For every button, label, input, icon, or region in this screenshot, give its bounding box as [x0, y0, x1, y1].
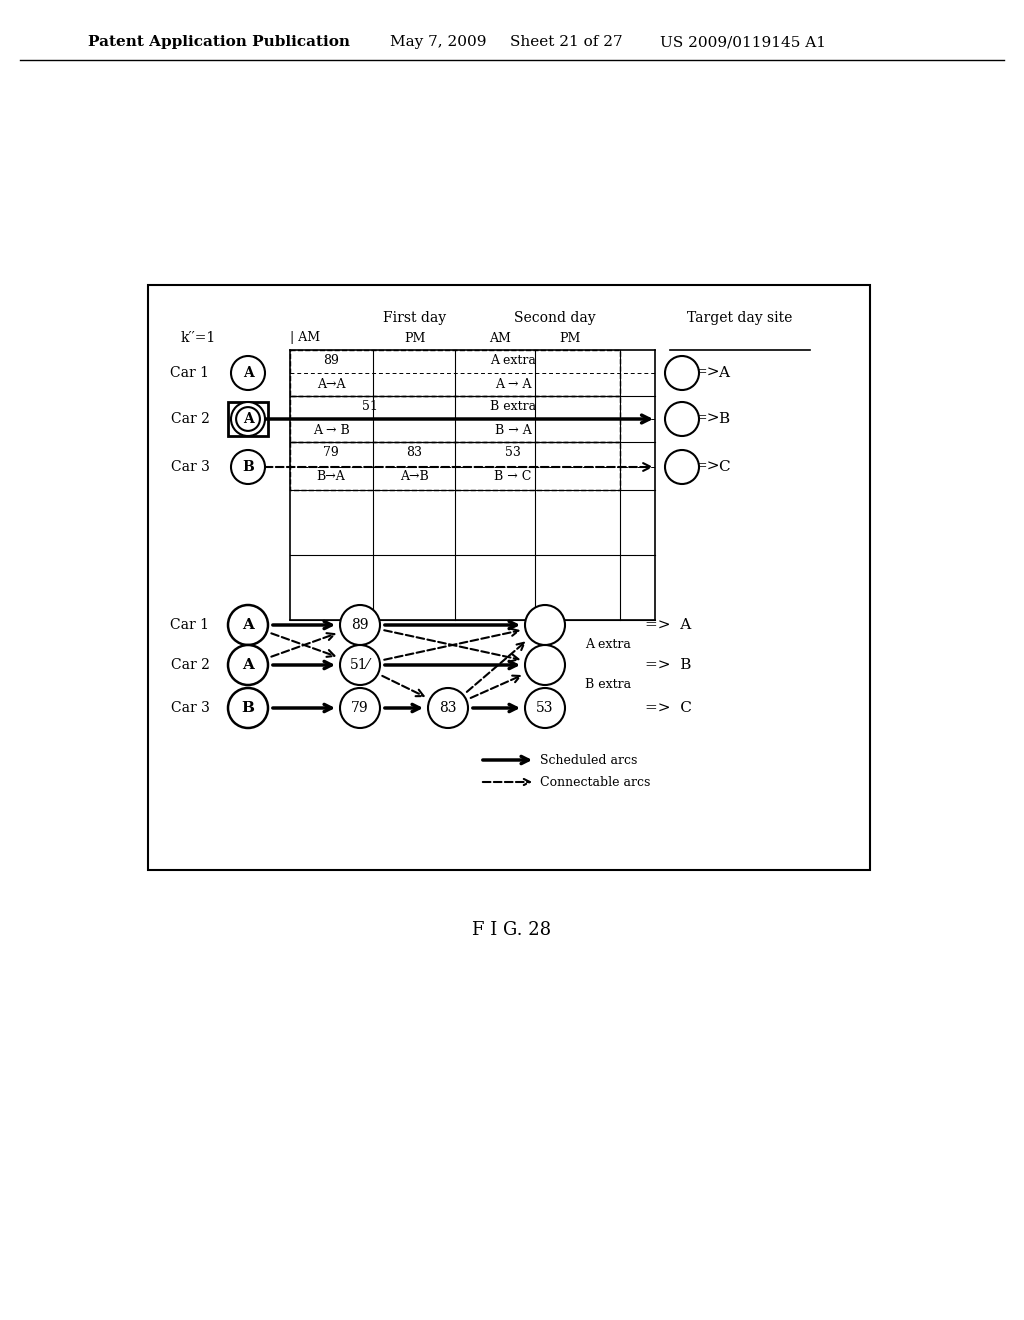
- Text: A → B: A → B: [312, 424, 349, 437]
- Text: B: B: [242, 459, 254, 474]
- Circle shape: [340, 688, 380, 729]
- Text: =>  A: => A: [645, 618, 691, 632]
- Text: Car 2: Car 2: [171, 412, 210, 426]
- Bar: [228, 403, 268, 436]
- Text: US 2009/0119145 A1: US 2009/0119145 A1: [660, 36, 826, 49]
- Circle shape: [231, 450, 265, 484]
- Text: C: C: [718, 459, 730, 474]
- Circle shape: [340, 605, 380, 645]
- Circle shape: [231, 403, 265, 436]
- Circle shape: [228, 688, 268, 729]
- Text: F I G. 28: F I G. 28: [472, 921, 552, 939]
- Text: | AM: | AM: [290, 331, 321, 345]
- Text: k′′=1: k′′=1: [180, 331, 216, 345]
- Bar: [148, 285, 870, 870]
- Text: 89: 89: [323, 354, 339, 367]
- Circle shape: [228, 645, 268, 685]
- Circle shape: [525, 688, 565, 729]
- Text: B: B: [719, 412, 729, 426]
- Text: =>: =>: [694, 366, 720, 380]
- Text: A extra: A extra: [490, 354, 536, 367]
- Text: Second day: Second day: [514, 312, 596, 325]
- Text: 51⁄: 51⁄: [350, 657, 370, 672]
- Text: AM: AM: [489, 331, 511, 345]
- Text: Connectable arcs: Connectable arcs: [540, 776, 650, 788]
- Circle shape: [665, 403, 699, 436]
- Text: PM: PM: [404, 331, 426, 345]
- Circle shape: [665, 356, 699, 389]
- Circle shape: [428, 688, 468, 729]
- Text: A: A: [243, 412, 253, 426]
- Text: B extra: B extra: [585, 678, 631, 692]
- Text: Target day site: Target day site: [687, 312, 793, 325]
- Bar: [290, 350, 620, 396]
- Circle shape: [525, 645, 565, 685]
- Text: 79: 79: [351, 701, 369, 715]
- Text: Sheet 21 of 27: Sheet 21 of 27: [510, 36, 623, 49]
- Circle shape: [340, 645, 380, 685]
- Bar: [290, 442, 620, 490]
- Text: A: A: [242, 657, 254, 672]
- Text: A: A: [719, 366, 729, 380]
- Text: Car 1: Car 1: [171, 618, 210, 632]
- Text: A extra: A extra: [585, 639, 631, 652]
- Text: 53: 53: [505, 446, 521, 458]
- Text: A: A: [242, 618, 254, 632]
- Text: B→A: B→A: [316, 470, 345, 483]
- Text: 79: 79: [324, 446, 339, 458]
- Bar: [290, 396, 620, 442]
- Text: =>  B: => B: [645, 657, 691, 672]
- Text: A: A: [243, 366, 253, 380]
- Text: 51: 51: [362, 400, 378, 412]
- Text: A→A: A→A: [316, 378, 345, 391]
- Text: Car 1: Car 1: [171, 366, 210, 380]
- Text: A → A: A → A: [495, 378, 531, 391]
- Circle shape: [228, 605, 268, 645]
- Text: =>: =>: [694, 412, 720, 426]
- Text: Car 3: Car 3: [171, 701, 210, 715]
- Text: A→B: A→B: [399, 470, 428, 483]
- Text: =>: =>: [694, 459, 720, 474]
- Text: Scheduled arcs: Scheduled arcs: [540, 754, 637, 767]
- Text: Car 2: Car 2: [171, 657, 210, 672]
- Text: 89: 89: [351, 618, 369, 632]
- Text: Car 3: Car 3: [171, 459, 210, 474]
- Circle shape: [525, 605, 565, 645]
- Text: B → A: B → A: [495, 424, 531, 437]
- Text: B: B: [242, 701, 255, 715]
- Text: 83: 83: [406, 446, 422, 458]
- Text: 83: 83: [439, 701, 457, 715]
- Circle shape: [231, 356, 265, 389]
- Text: B extra: B extra: [489, 400, 536, 412]
- Text: =>  C: => C: [645, 701, 692, 715]
- Text: B → C: B → C: [495, 470, 531, 483]
- Circle shape: [665, 450, 699, 484]
- Text: Patent Application Publication: Patent Application Publication: [88, 36, 350, 49]
- Text: PM: PM: [559, 331, 581, 345]
- Text: May 7, 2009: May 7, 2009: [390, 36, 486, 49]
- Text: First day: First day: [383, 312, 446, 325]
- Text: 53: 53: [537, 701, 554, 715]
